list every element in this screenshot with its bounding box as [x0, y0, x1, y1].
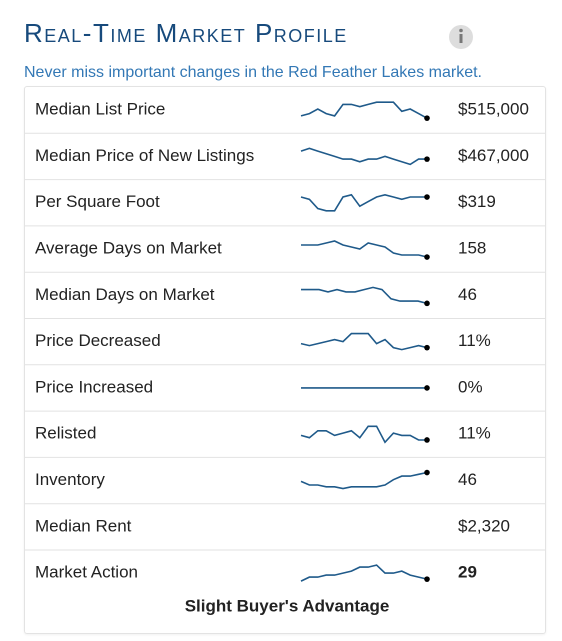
- sparkline: [300, 332, 428, 351]
- sparkline: [301, 240, 428, 258]
- row-value: $2,320: [458, 516, 510, 535]
- subtitle: Never miss important changes in the Red …: [24, 64, 482, 81]
- row-value: $515,000: [458, 100, 529, 119]
- sparkline: [300, 425, 427, 444]
- sparkline-end: [424, 115, 430, 121]
- sparkline-end: [424, 385, 430, 391]
- sparkline-end: [424, 469, 430, 476]
- row-label: Median Rent: [35, 516, 132, 535]
- sparkline-end: [424, 300, 430, 307]
- sparkline: [301, 286, 428, 305]
- row-value: 11%: [458, 424, 491, 443]
- row-label: Price Decreased: [35, 331, 161, 350]
- row-label: Relisted: [35, 424, 96, 443]
- market-action-status: Slight Buyer's Advantage: [185, 596, 390, 615]
- row-value: 46: [458, 285, 477, 304]
- sparkline-end: [424, 156, 430, 162]
- sparkline: [300, 564, 428, 582]
- sparkline-end: [424, 576, 430, 582]
- sparkline: [300, 471, 428, 490]
- row-label: Median List Price: [35, 100, 165, 119]
- sparkline: [300, 193, 427, 212]
- row-label: Median Price of New Listings: [35, 146, 254, 165]
- row-value: 11%: [458, 331, 491, 350]
- row-value: 158: [458, 239, 486, 258]
- row-label: Price Increased: [35, 377, 153, 396]
- row-label: Market Action: [35, 563, 138, 582]
- sparkline-end: [424, 254, 430, 260]
- row-value: 29: [458, 563, 477, 582]
- row-value: 46: [458, 470, 477, 489]
- sparkline: [300, 101, 428, 119]
- card: [24, 86, 546, 634]
- row-value: $467,000: [458, 146, 529, 165]
- sparkline-end: [424, 194, 430, 200]
- row-value: $319: [458, 192, 496, 211]
- row-label: Median Days on Market: [35, 285, 215, 304]
- sparkline: [300, 147, 427, 166]
- row-label: Per Square Foot: [35, 192, 160, 211]
- sparkline-end: [424, 437, 430, 443]
- row-label: Average Days on Market: [35, 239, 222, 258]
- title: Real-Time Market Profile: [24, 18, 348, 48]
- row-label: Inventory: [35, 470, 105, 489]
- row-value: 0%: [458, 377, 483, 396]
- sparkline-end: [424, 344, 430, 351]
